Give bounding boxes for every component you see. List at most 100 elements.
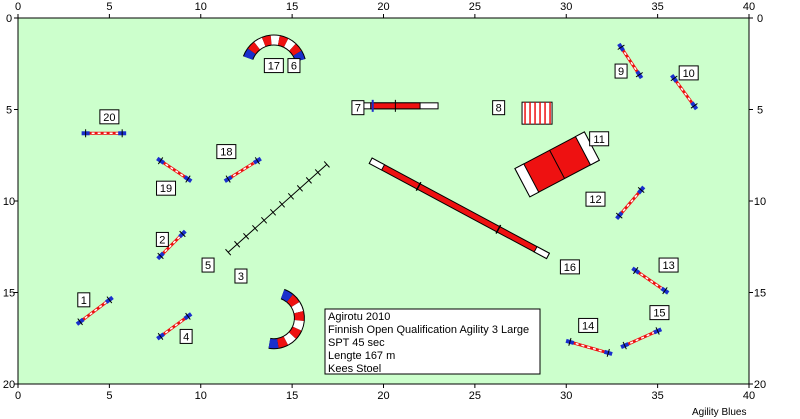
- jump-post: [254, 157, 260, 165]
- jump-post: [157, 332, 164, 340]
- seesaw-contact: [533, 245, 551, 260]
- tunnel-segment: [286, 294, 300, 308]
- obstacle-number-box: [201, 257, 215, 273]
- footer-credit: Agility Blues: [692, 407, 746, 418]
- obstacle-number: 15: [653, 308, 665, 320]
- weave-pole: [323, 161, 330, 168]
- x-tick-label-top: 20: [377, 1, 389, 13]
- obstacle-number: 16: [564, 262, 576, 274]
- aframe-contact: [574, 131, 600, 166]
- y-tick-label-left: 5: [6, 105, 12, 117]
- obstacle-number: 6: [291, 61, 297, 73]
- jump-post: [635, 72, 643, 78]
- jump-post: [157, 157, 164, 165]
- wall-obstacle: [521, 101, 553, 125]
- obstacle-number: 9: [618, 66, 624, 78]
- y-tick-label-right: 5: [757, 105, 763, 117]
- x-tick-label-top: 35: [652, 1, 664, 13]
- y-tick-label-left: 0: [6, 13, 12, 25]
- obstacle-number: 17: [268, 61, 280, 73]
- obstacle-number: 3: [238, 271, 244, 283]
- tunnel-segment: [254, 37, 266, 50]
- x-tick-label-bottom: 0: [15, 390, 21, 402]
- y-tick-label-right: 20: [754, 379, 766, 391]
- obstacle-number: 4: [183, 331, 189, 343]
- x-tick-label-top: 10: [195, 1, 207, 13]
- jump-post: [690, 103, 698, 109]
- obstacle-number-box: [351, 100, 365, 116]
- seesaw-pivot: [415, 181, 422, 192]
- jump-post: [179, 230, 186, 238]
- obstacle-number: 1: [81, 295, 87, 307]
- jump-post: [662, 287, 668, 295]
- obstacle-number-box: [614, 63, 628, 79]
- tunnel-segment: [283, 38, 296, 51]
- info-line-1: Agirotu 2010: [328, 311, 390, 323]
- tunnel-segment: [277, 36, 289, 47]
- info-box: Agirotu 2010 Finnish Open Qualification …: [324, 308, 541, 375]
- tunnel-segment: [292, 319, 304, 331]
- tunnel-segment: [280, 289, 293, 302]
- weave-pole: [305, 177, 312, 184]
- weave-pole: [287, 193, 294, 200]
- obstacle-number-box: [559, 259, 580, 275]
- obstacle-number-box: [585, 191, 606, 207]
- obstacle-number: 12: [589, 194, 601, 206]
- x-tick-label-top: 40: [743, 1, 755, 13]
- tunnel-segment: [262, 35, 272, 47]
- jump-bar: [159, 159, 189, 181]
- obstacle-number-box: [287, 58, 301, 74]
- obstacle-number-box: [155, 231, 169, 247]
- y-tick-label-left: 15: [3, 288, 15, 300]
- y-tick-label-left: 10: [3, 196, 15, 208]
- seesaw-contact: [368, 157, 386, 171]
- y-tick-label-right: 10: [754, 196, 766, 208]
- obstacle-number: 11: [593, 134, 604, 146]
- x-tick-label-bottom: 30: [560, 390, 572, 402]
- jump-post: [185, 312, 191, 320]
- x-tick-label-bottom: 35: [652, 390, 664, 402]
- obstacle-number-box: [77, 292, 91, 308]
- jump-post: [622, 341, 627, 350]
- jump-bar: [619, 46, 641, 76]
- weave-pole: [252, 224, 259, 232]
- x-tick-label-bottom: 10: [195, 390, 207, 402]
- y-tick-label-right: 0: [757, 13, 763, 25]
- weave-pole: [269, 208, 277, 216]
- jump-bar: [672, 77, 696, 107]
- tunnel-segment: [243, 48, 256, 60]
- x-tick-label-bottom: 15: [286, 390, 298, 402]
- jump-bar: [227, 159, 259, 181]
- obstacle-number-box: [234, 268, 248, 284]
- obstacle-number: 14: [582, 320, 594, 332]
- info-box-frame: [324, 308, 541, 375]
- obstacle-number: 7: [355, 103, 361, 115]
- obstacles-layer: [75, 34, 699, 357]
- tunnel-segment: [283, 332, 296, 345]
- obstacle-number: 8: [496, 103, 502, 115]
- x-tick-label-top: 0: [15, 1, 21, 13]
- jump-bar: [634, 269, 666, 292]
- weave-pole: [261, 216, 268, 224]
- x-tick-label-bottom: 20: [377, 390, 389, 402]
- x-tick-label-bottom: 40: [743, 390, 755, 402]
- info-line-5: Kees Stoel: [328, 363, 381, 375]
- obstacle-number-box: [589, 131, 610, 147]
- y-tick-label-right: 15: [754, 288, 766, 300]
- info-line-4: Lengte 167 m: [328, 350, 395, 362]
- weave-pole: [243, 232, 250, 240]
- weave-base: [227, 164, 328, 253]
- jump-post: [157, 252, 164, 260]
- obstacle-number-box: [156, 180, 177, 196]
- field-border: [17, 17, 750, 385]
- jump-bar-stripes: [569, 341, 609, 354]
- jump-bar-stripes: [79, 299, 110, 323]
- weave-pole: [278, 201, 286, 208]
- obstacle-number: 10: [683, 68, 695, 80]
- tunnel-segment: [248, 42, 260, 55]
- obstacle-number-box: [492, 100, 506, 116]
- x-tick-label-top: 5: [106, 1, 112, 13]
